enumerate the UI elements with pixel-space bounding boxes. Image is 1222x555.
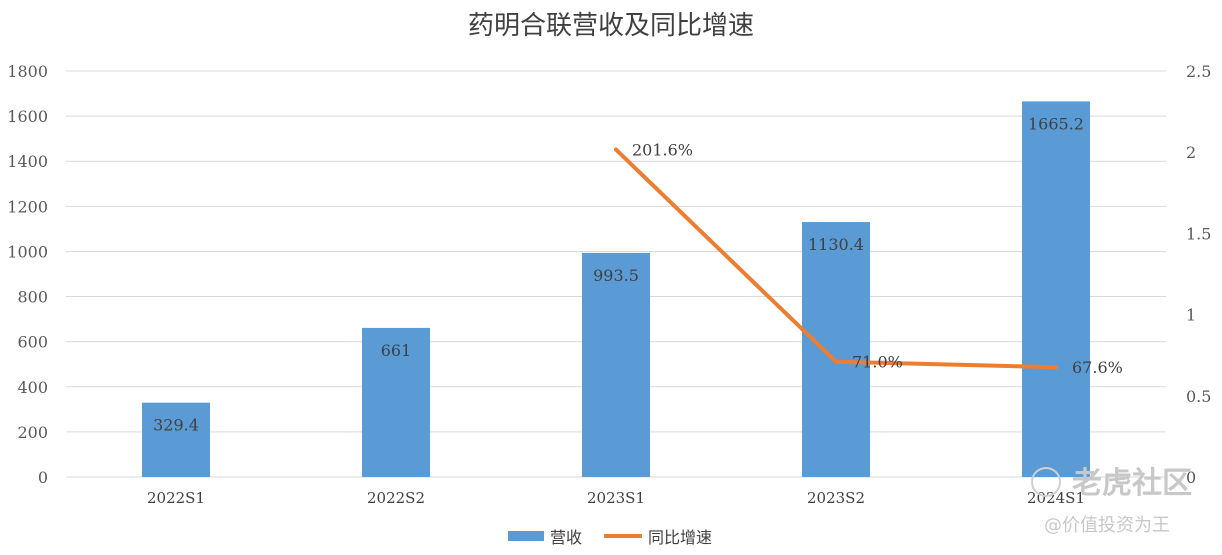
bar-data-label: 1665.2 bbox=[1028, 114, 1084, 133]
line-point bbox=[1054, 365, 1058, 370]
legend: 营收 同比增速 bbox=[508, 528, 712, 547]
x-tick-label: 2022S2 bbox=[367, 489, 425, 507]
bar bbox=[582, 252, 650, 477]
y-left-tick-label: 400 bbox=[17, 378, 48, 397]
y-left-tick-label: 1800 bbox=[7, 62, 48, 81]
chart-title: 药明合联营收及同比增速 bbox=[468, 11, 754, 41]
y-right-tick-label: 0 bbox=[1186, 468, 1196, 487]
y-right-tick-label: 2 bbox=[1186, 143, 1196, 162]
y-left-tick-label: 1600 bbox=[7, 107, 48, 126]
bar-data-label: 1130.4 bbox=[808, 235, 864, 254]
y-right-tick-label: 2.5 bbox=[1186, 62, 1211, 81]
y-left-tick-label: 0 bbox=[38, 468, 48, 487]
bar bbox=[1022, 101, 1090, 477]
line-data-label: 201.6% bbox=[632, 141, 693, 160]
x-tick-label: 2024S1 bbox=[1027, 489, 1085, 507]
y-left-tick-label: 1400 bbox=[7, 152, 48, 171]
y-left-tick-label: 800 bbox=[17, 288, 48, 307]
x-tick-label: 2022S1 bbox=[147, 489, 205, 507]
y-right-tick-label: 1 bbox=[1186, 306, 1196, 325]
x-tick-label: 2023S2 bbox=[807, 489, 865, 507]
bar-series: 329.4 661 993.5 1130.4 1665.2 bbox=[142, 101, 1090, 477]
line-data-label: 71.0% bbox=[852, 353, 903, 372]
watermark-logo-icon bbox=[1031, 467, 1061, 497]
bar-data-label: 329.4 bbox=[153, 416, 199, 435]
watermark: 老虎社区 @价值投资为王 bbox=[1031, 466, 1192, 536]
y-right-tick-label: 1.5 bbox=[1186, 224, 1211, 243]
bar bbox=[142, 402, 210, 477]
line-point bbox=[614, 147, 618, 152]
legend-label-growth: 同比增速 bbox=[648, 528, 712, 547]
bar-data-label: 661 bbox=[381, 341, 412, 360]
x-tick-label: 2023S1 bbox=[587, 489, 645, 507]
bar bbox=[362, 327, 430, 477]
y-left-tick-label: 1200 bbox=[7, 197, 48, 216]
watermark-handle: @价值投资为王 bbox=[1044, 515, 1170, 536]
y-left-tick-label: 200 bbox=[17, 423, 48, 442]
y-right-tick-label: 0.5 bbox=[1186, 387, 1211, 406]
line-point bbox=[834, 359, 838, 364]
line-series: 201.6% 71.0% 67.6% bbox=[614, 141, 1123, 377]
x-axis: 2022S1 2022S2 2023S1 2023S2 2024S1 bbox=[147, 489, 1085, 507]
y-left-tick-label: 1000 bbox=[7, 242, 48, 261]
bar bbox=[802, 222, 870, 477]
watermark-brand: 老虎社区 bbox=[1072, 466, 1192, 501]
line-data-label: 67.6% bbox=[1072, 358, 1123, 377]
y-left-tick-label: 600 bbox=[17, 333, 48, 352]
y-axis-left: 0 200 400 600 800 1000 1200 1400 1600 1800 bbox=[7, 62, 48, 487]
y-axis-right: 0 0.5 1 1.5 2 2.5 bbox=[1186, 62, 1211, 487]
bar-data-label: 993.5 bbox=[593, 266, 639, 285]
legend-swatch-revenue bbox=[508, 531, 544, 541]
legend-label-revenue: 营收 bbox=[550, 528, 582, 547]
